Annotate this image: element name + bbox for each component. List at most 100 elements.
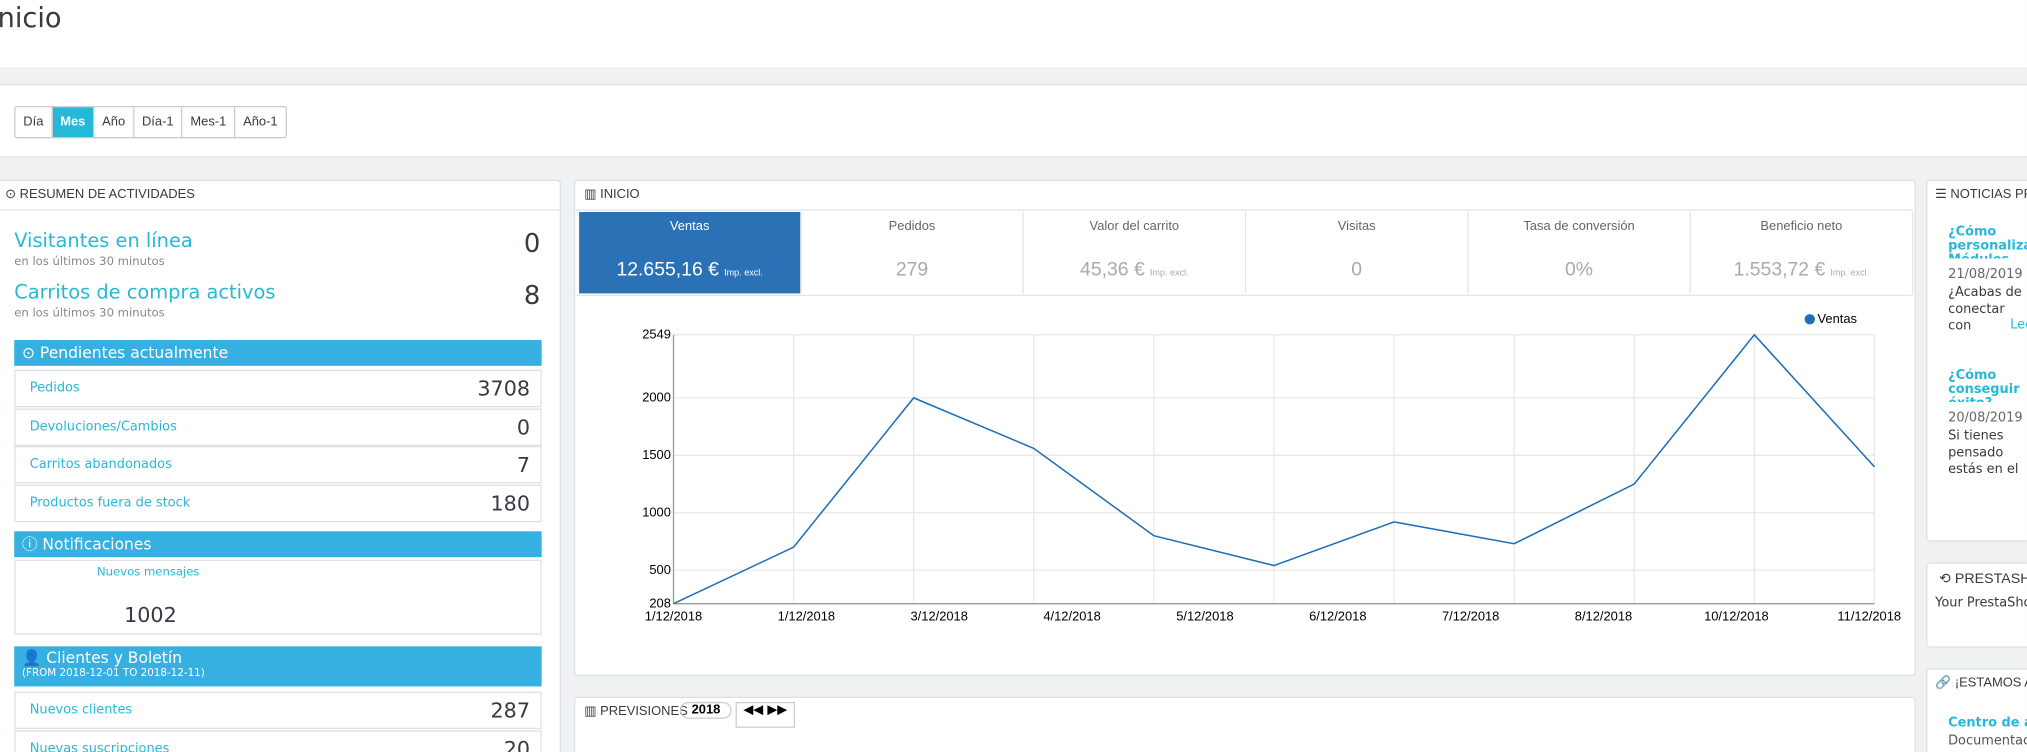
y-tick-label: 1000 [642,505,671,520]
kpi-value: 0 [1246,259,1467,281]
kpi-tab[interactable]: Valor del carrito 45,36 € Imp. excl. [1024,212,1247,294]
panel-title: ⊙ RESUMEN DE ACTIVIDADES [5,187,195,202]
kpi-label: Ventas [669,219,710,234]
nav-buttons[interactable]: ◀◀ ▶▶ [735,701,796,728]
sub: en los últimos 30 minutos [14,307,165,321]
kpi-tab[interactable]: Tasa de conversión 0% [1469,212,1691,294]
news-more[interactable]: Leer [2010,318,2027,333]
period-button[interactable]: Mes [51,107,94,138]
row-label[interactable]: Productos fuera de stock [29,495,191,510]
label: Carritos de compra activos [14,280,276,304]
row-label[interactable]: Nuevas suscripciones [29,741,170,752]
row-value: 3708 [477,376,531,401]
period-button[interactable]: Año-1 [234,107,285,138]
row-label[interactable]: Pedidos [29,381,80,396]
y-tick-label: 208 [649,596,671,611]
sub: (FROM 2018-12-01 TO 2018-12-11) [21,667,205,679]
value: 0 [1351,258,1363,281]
x-tick-label: 11/12/2018 [1837,608,1901,623]
legend-swatch [1804,314,1815,325]
row [14,691,542,730]
kpi-value: 1.553,72 € Imp. excl. [1691,259,1912,281]
news-date: 20/08/2019 [1948,411,2023,426]
kpi-tab[interactable]: Pedidos 279 [801,212,1024,294]
period-button[interactable]: Día-1 [132,107,181,138]
link[interactable]: Centro de ayuda [1948,716,2027,731]
x-tick-label: 7/12/2018 [1442,608,1499,623]
kpi-label: Valor del carrito [1089,219,1180,234]
kpi-tab[interactable]: Ventas 12.655,16 € Imp. excl. [579,212,802,294]
line [673,333,1875,605]
row [14,369,542,408]
row-value: 0 [516,414,531,439]
news-title[interactable]: ¿Cómo conseguir éxito? [1948,368,2020,402]
title: PRESTASHOP [1954,571,2027,587]
row-value: 7 [516,452,531,478]
label: Visitantes en línea [14,228,193,253]
x-tick-label: 1/12/2018 [645,608,702,623]
kpi-label: Beneficio neto [1760,219,1843,234]
section-bar: ⊙ Pendientes actualmente [14,339,542,366]
kpi-tab[interactable]: Visitas 0 [1246,212,1469,294]
news-panel [1926,179,2027,542]
title: RESUMEN DE ACTIVIDADES [19,187,195,202]
addons-panel [1926,562,2027,648]
title: INICIO [600,187,640,202]
x-tick-label: 3/12/2018 [911,608,968,623]
forecast-panel [573,696,1916,752]
x-tick-label: 8/12/2018 [1575,608,1632,623]
value: 8 [523,279,541,311]
news-text: Si tienes pensado estás en el sitio [1948,429,2019,478]
row-value: 20 [503,736,531,752]
panel-title: ☰ NOTICIAS PRESTASHOP [1935,187,2027,201]
row [14,729,542,752]
title: Clientes y Boletín [46,648,183,668]
y-tick-label: 2549 [642,327,671,342]
note: Imp. excl. [1830,268,1870,278]
sub: en los últimos 30 minutos [14,255,165,269]
kpi-tab[interactable]: Beneficio neto 1.553,72 € Imp. excl. [1691,212,1914,294]
value: 45,36 € [1080,258,1145,281]
panel-title: ⟲ PRESTASHOP [1939,570,2027,587]
period-button[interactable]: Día [23,115,44,130]
y-tick-label: 2000 [642,390,671,405]
kpi-value: 279 [801,259,1022,281]
value: 12.655,16 € [616,258,719,281]
title: Pendientes actualmente [39,343,229,362]
band [0,67,2027,86]
text: Documentación [1948,734,2027,749]
news-title[interactable]: ¿Cómo personalizar Módulos [1948,224,2027,259]
x-tick-label: 5/12/2018 [1176,608,1233,623]
x-tick-label: 4/12/2018 [1043,608,1100,623]
kpi-value: 0% [1469,259,1690,281]
value: 279 [895,258,929,281]
row-label[interactable]: Carritos abandonados [29,457,172,472]
title: PREVISIONES [600,704,688,719]
row-value: 180 [490,490,531,516]
period-button[interactable]: Mes-1 [181,107,234,138]
y-tick-label: 1500 [642,447,671,462]
y-tick-label: 500 [649,562,671,577]
header [0,0,2027,68]
note: Imp. excl. [724,268,763,278]
period-button[interactable]: Año [93,107,133,138]
box [14,559,542,635]
year-pill[interactable]: 2018 [679,701,732,719]
kpi-value: 45,36 € Imp. excl. [1024,259,1245,281]
x-tick-label: 1/12/2018 [778,608,835,623]
title: ¡ESTAMOS A TU LADO [1954,676,2027,691]
news-date: 21/08/2019 [1948,267,2023,282]
title: Notificaciones [42,535,152,554]
row-label[interactable]: Nuevos clientes [29,703,133,718]
value: 1.553,72 € [1733,258,1826,281]
panel-title: ▥ INICIO [584,187,640,202]
value: 0 [523,227,541,259]
text: Your PrestaShop [1935,595,2027,611]
row-label[interactable]: Devoluciones/Cambios [29,419,177,434]
x-tick-label: 10/12/2018 [1704,608,1769,623]
section-bar: ⓘ Notificaciones [14,531,542,558]
row [14,407,542,446]
value: 1002 [124,602,177,627]
